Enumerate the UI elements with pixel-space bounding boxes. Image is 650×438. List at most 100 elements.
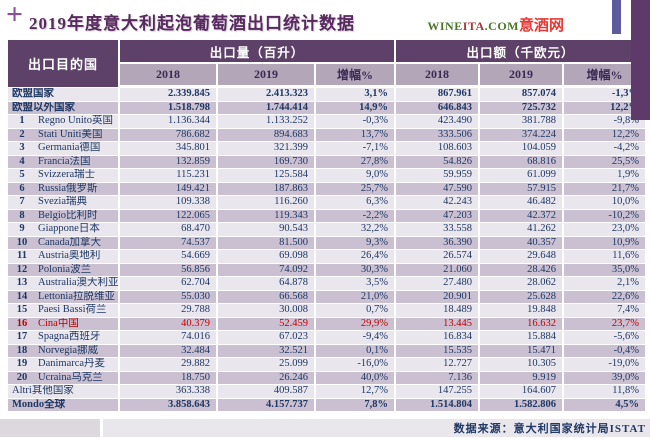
value-cell: 122.065: [120, 209, 218, 222]
value-cell: 55.030: [120, 290, 218, 303]
value-cell: 42.243: [396, 196, 480, 209]
country-cell: 19 Danimarca丹麦: [8, 358, 120, 371]
rank-number: 9: [19, 223, 25, 235]
subheader-vol-2019: 2019: [218, 64, 316, 85]
value-cell: 40.379: [120, 317, 218, 330]
value-cell: 4,5%: [615, 398, 639, 410]
value-cell: 41.262: [480, 223, 564, 236]
rank-number: 3: [19, 142, 25, 154]
value-cell: 25,5%: [611, 155, 639, 167]
table-row: 12 Polonia波兰 56.856 74.092 30,3% 21.060 28.426…: [8, 263, 645, 277]
table-body: 欧盟国家 2.339.845 2.413.323 3,1% 867.961 857.074…: [8, 88, 645, 412]
value-cell: 52.459: [218, 317, 316, 330]
value-cell: 363.338: [120, 385, 218, 398]
table-row: 7 Svezia瑞典 109.338 116.260 6,3% 42.243 46.482 1…: [8, 196, 645, 210]
rank-number: 12: [16, 263, 28, 275]
rank-number: 16: [16, 317, 28, 329]
value-cell: 47.203: [396, 209, 480, 222]
value-cell: 67.023: [218, 331, 316, 344]
value-cell: 109.338: [120, 196, 218, 209]
value-cell: 786.682: [120, 128, 218, 141]
value-cell: 9.919: [480, 371, 564, 384]
value-cell: 6,3%: [316, 196, 396, 209]
table-row: 1 Regno Unito英国 1.136.344 1.133.252 -0,3% 423…: [8, 115, 645, 129]
value-cell: 74.092: [218, 263, 316, 276]
value-cell: 4.157.737: [218, 398, 316, 411]
value-cell: 74.537: [120, 236, 218, 249]
value-cell: 54.826: [396, 155, 480, 168]
country-name: Russia俄罗斯: [38, 182, 98, 194]
value-cell: 11,8%: [612, 385, 639, 397]
value-cell: 57.915: [480, 182, 564, 195]
country-name: Giappone日本: [38, 223, 100, 235]
value-cell: 164.607: [480, 385, 564, 398]
country-name: Francia法国: [38, 155, 91, 167]
value-cell: 12,2%: [610, 101, 639, 113]
subheader-val-growth: 增幅%: [564, 64, 645, 85]
table-header: 出口目的国 出口量（百升） 2018 2019 增幅% 出口额（千欧元） 201…: [8, 40, 645, 87]
table-row: 10 Canada加拿大 74.537 81.500 9,3% 36.390 40.357 1…: [8, 236, 645, 250]
value-cell: 149.421: [120, 182, 218, 195]
country-name: Canada加拿大: [38, 236, 101, 248]
subheader-vol-growth: 增幅%: [316, 64, 396, 85]
value-cell: 15.535: [396, 344, 480, 357]
value-cell: 13,7%: [316, 128, 396, 141]
header-destination-country: 出口目的国: [8, 40, 120, 87]
rank-number: 10: [16, 236, 28, 248]
value-cell: -9,4%: [316, 331, 396, 344]
value-cell: 9,3%: [316, 236, 396, 249]
value-cell: 646.843: [396, 101, 480, 114]
rank-number: 17: [16, 331, 28, 343]
value-cell: 13.445: [396, 317, 480, 330]
value-cell: 125.584: [218, 169, 316, 182]
rank-number: 8: [19, 209, 25, 221]
logo-chinese-text: 意酒网: [518, 18, 564, 34]
country-name: Germania德国: [38, 142, 101, 154]
value-cell: 10,0%: [611, 196, 639, 208]
value-cell: 25.628: [480, 290, 564, 303]
country-cell: 14 Lettonia拉脱维亚: [8, 290, 120, 303]
value-cell: 187.863: [218, 182, 316, 195]
rank-number: 14: [16, 290, 28, 302]
value-cell: -5,6%: [613, 331, 639, 343]
value-cell: 33.558: [396, 223, 480, 236]
value-cell: 59.959: [396, 169, 480, 182]
value-cell: 345.801: [120, 142, 218, 155]
value-cell: 21,0%: [316, 290, 396, 303]
value-cell: 42.372: [480, 209, 564, 222]
value-cell: 30.008: [218, 304, 316, 317]
value-cell: 1.518.798: [120, 101, 218, 114]
value-cell: 7.136: [396, 371, 480, 384]
wineita-logo: WINEITA.COM意酒网: [427, 14, 564, 35]
value-cell: 35,0%: [611, 263, 639, 275]
table-row: 欧盟以外国家 1.518.798 1.744.414 14,9% 646.843 725.…: [8, 101, 645, 115]
rank-number: 7: [19, 196, 25, 208]
value-cell: 54.669: [120, 250, 218, 263]
value-cell: 32.521: [218, 344, 316, 357]
value-cell: 29.788: [120, 304, 218, 317]
value-cell: 7,4%: [617, 304, 639, 316]
rank-number: 19: [16, 358, 28, 370]
value-cell: 3,1%: [316, 88, 396, 101]
value-cell: 374.224: [480, 128, 564, 141]
subheader-value: 2018 2019 增幅%: [396, 64, 645, 85]
value-cell: 40,0%: [316, 371, 396, 384]
value-cell: 12,7%: [316, 385, 396, 398]
value-cell: 108.603: [396, 142, 480, 155]
country-cell: 11 Austria奥地利: [8, 250, 120, 263]
value-cell: 409.587: [218, 385, 316, 398]
value-cell: 69.098: [218, 250, 316, 263]
country-name: Cina中国: [38, 317, 79, 329]
value-cell: 19.848: [480, 304, 564, 317]
table-row: 3 Germania德国 345.801 321.399 -7,1% 108.603 104…: [8, 142, 645, 156]
value-cell: 10.305: [480, 358, 564, 371]
value-cell: -16,0%: [316, 358, 396, 371]
value-cell: 16.632: [480, 317, 564, 330]
country-name: Austria奥地利: [38, 250, 101, 262]
value-cell: 15.884: [480, 331, 564, 344]
data-source-note: 数据来源：意大利国家统计局ISTAT: [103, 419, 650, 437]
value-cell: -0,3%: [316, 115, 396, 128]
country-cell: 欧盟以外国家: [8, 101, 120, 114]
decor-bar-wide: [631, 0, 650, 120]
